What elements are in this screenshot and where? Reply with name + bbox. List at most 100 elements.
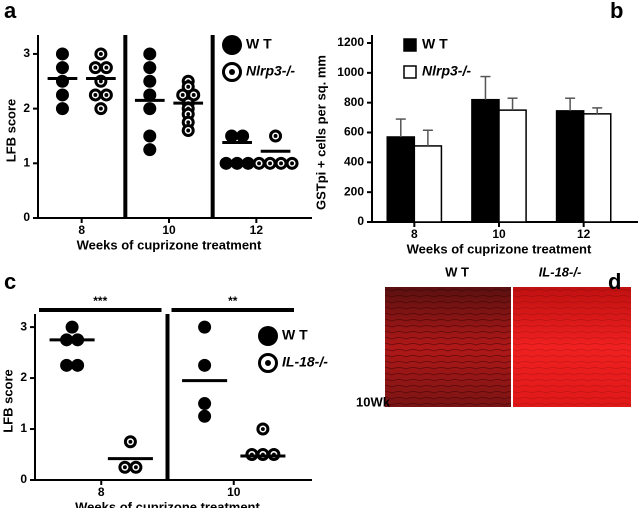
bar [498,109,527,223]
y-tick-label: 1 [20,421,27,435]
data-point-center [290,161,294,166]
data-point [55,102,69,116]
data-point [71,358,85,372]
data-point-center [180,93,185,97]
data-point-center [98,79,103,84]
panel-label: a [4,0,17,23]
data-point [55,88,69,102]
data-point-center [98,51,103,56]
y-tick-label: 2 [20,370,27,384]
x-axis-label: Weeks of cuprizone treatment [75,499,260,508]
legend-marker [222,35,242,55]
micrograph-texture [385,287,511,407]
data-point [55,61,69,75]
data-point [143,88,157,102]
data-point [55,74,69,88]
data-point-center [268,161,272,166]
data-point [236,129,250,143]
data-point [143,129,157,143]
bar [471,98,500,223]
y-tick-label: 0 [357,214,364,228]
legend-swatch [403,65,417,79]
data-point [143,102,157,116]
data-point [60,358,74,372]
data-point-center [104,93,109,97]
data-point-center [257,161,261,166]
y-tick-label: 1 [23,155,30,169]
significance-label: *** [93,294,107,308]
x-tick-label: 10 [492,227,506,241]
y-tick-label: 600 [344,125,364,139]
data-point [219,156,233,170]
x-tick-label: 12 [577,227,591,241]
data-point-center [128,439,133,444]
y-tick-label: 800 [344,95,364,109]
column-label: W T [445,264,469,279]
legend-label: Nlrp3-/- [246,63,295,79]
column-label: IL-18-/- [539,264,582,279]
data-point-center [98,106,103,111]
data-point-center [93,93,98,97]
y-tick-label: 1000 [337,65,364,79]
y-axis-label: LFB score [0,369,15,433]
y-tick-label: 0 [23,210,30,224]
data-point [65,320,79,334]
legend-marker [258,326,278,346]
y-tick-label: 1200 [337,35,364,49]
x-tick-label: 12 [250,223,264,237]
significance-label: ** [228,294,238,308]
y-tick-label: 0 [20,472,27,486]
legend-label: Nlrp3-/- [422,63,471,79]
bar [582,113,612,223]
x-tick-label: 8 [78,223,85,237]
bar [413,145,443,223]
data-point [198,397,212,411]
data-point [241,156,255,170]
row-label: 10Wk [356,394,391,409]
data-point [143,47,157,61]
micrograph-texture [513,287,631,407]
bar [386,136,416,223]
data-point [198,358,212,372]
y-axis-label: GSTpi + cells per sq. mm [313,55,328,210]
bar [555,110,585,223]
legend-marker-center [229,69,235,75]
x-tick-label: 8 [98,485,105,499]
x-tick-label: 10 [227,485,241,499]
data-point-center [191,93,196,97]
data-point-center [186,128,191,133]
data-point-center [273,134,278,138]
y-tick-label: 400 [344,155,364,169]
x-axis-label: Weeks of cuprizone treatment [407,241,592,256]
data-point [225,129,239,143]
data-point-center [260,427,265,431]
data-point [198,320,212,334]
legend-label: IL-18-/- [282,354,328,370]
legend-label: W T [246,36,272,52]
data-point-center [122,465,127,470]
panel-label: c [4,269,16,294]
data-point-center [186,112,191,117]
data-point [143,61,157,75]
y-tick-label: 3 [20,319,27,333]
data-point-center [186,120,191,125]
panel-label: b [610,0,623,23]
panel-label: d [608,269,621,294]
x-tick-label: 8 [411,227,418,241]
y-axis-label: LFB score [3,99,18,163]
x-axis-label: Weeks of cuprizone treatment [77,237,262,252]
y-tick-label: 200 [344,184,364,198]
data-point-center [279,161,283,166]
legend-label: W T [422,36,448,52]
data-point-center [133,465,138,470]
data-point [198,409,212,423]
data-point-center [104,65,109,70]
data-point [55,47,69,61]
data-point [143,143,157,157]
data-point-center [186,84,191,89]
data-point [230,156,244,170]
data-point-center [93,65,98,70]
data-point [143,74,157,88]
